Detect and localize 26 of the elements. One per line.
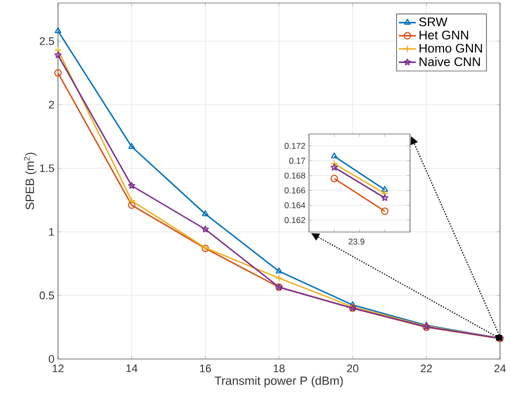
x-tick-label: 22 xyxy=(420,364,432,372)
y-tick-label: 0.162 xyxy=(284,217,306,224)
y-tick-label: 0 xyxy=(48,355,54,363)
legend-label: Homo GNN xyxy=(420,44,482,53)
x-tick-label: 20 xyxy=(347,364,358,372)
y-tick-label: 0.168 xyxy=(284,172,306,179)
y-tick-label: 0.164 xyxy=(284,202,306,208)
x-axis-title: Transmit power P (dBm) xyxy=(214,376,343,388)
x-tick-label: 12 xyxy=(52,364,64,372)
x-tick-label: 14 xyxy=(126,364,138,372)
y-tick-label: 0.17 xyxy=(289,158,306,164)
x-tick-label: 18 xyxy=(274,364,285,372)
y-tick-label: 1 xyxy=(49,228,54,236)
y-tick-label: 2.5 xyxy=(40,37,54,46)
y-tick-label: 0.166 xyxy=(284,187,306,194)
x-tick-label: 16 xyxy=(200,364,211,372)
y-tick-label: 0.5 xyxy=(40,292,54,300)
legend-label: Naive CNN xyxy=(420,56,480,66)
y-axis-title: SPEB (m$^{2}$) xyxy=(24,152,36,210)
annotation: 23.9 xyxy=(348,238,364,245)
legend-label: SRW xyxy=(419,17,448,26)
y-tick-label: 0.172 xyxy=(284,142,306,149)
x-tick-label: 24 xyxy=(494,364,506,372)
y-tick-label: 2 xyxy=(48,100,54,109)
y-tick-label: 1.5 xyxy=(40,164,54,172)
legend-label: Het GNN xyxy=(420,30,468,40)
